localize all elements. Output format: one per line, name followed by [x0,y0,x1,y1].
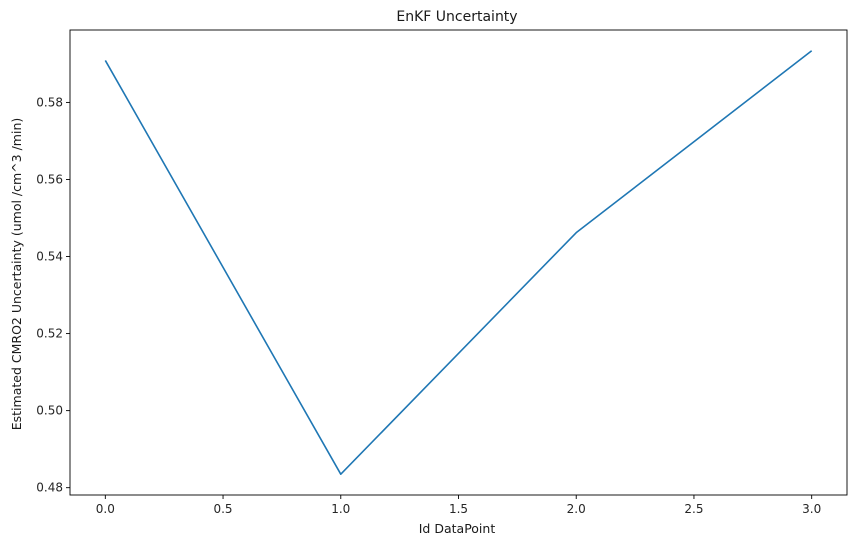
x-tick-label: 1.0 [331,502,350,516]
y-tick-label: 0.52 [36,327,63,341]
x-axis-label: Id DataPoint [419,521,496,536]
plot-area [104,50,813,476]
y-tick-label: 0.48 [36,481,63,495]
series-line-0 [104,50,813,476]
x-tick-label: 1.5 [449,502,468,516]
chart-title: EnKF Uncertainty [396,9,517,25]
x-tick-label: 2.0 [567,502,586,516]
y-tick-label: 0.54 [36,250,63,264]
x-tick-label: 2.5 [684,502,703,516]
x-tick-label: 0.5 [213,502,232,516]
x-axis: 0.0 0.5 1.0 1.5 2.0 2.5 3.0 [96,495,821,516]
y-tick-label: 0.56 [36,172,63,186]
y-tick-label: 0.50 [36,404,63,418]
y-axis: 0.48 0.50 0.52 0.54 0.56 0.58 [36,95,70,495]
y-axis-label: Estimated CMRO2 Uncertainty (umol /cm^3 … [9,118,24,430]
plot-frame [69,29,848,496]
x-tick-label: 0.0 [96,502,115,516]
y-tick-label: 0.58 [36,95,63,109]
x-tick-label: 3.0 [802,502,821,516]
